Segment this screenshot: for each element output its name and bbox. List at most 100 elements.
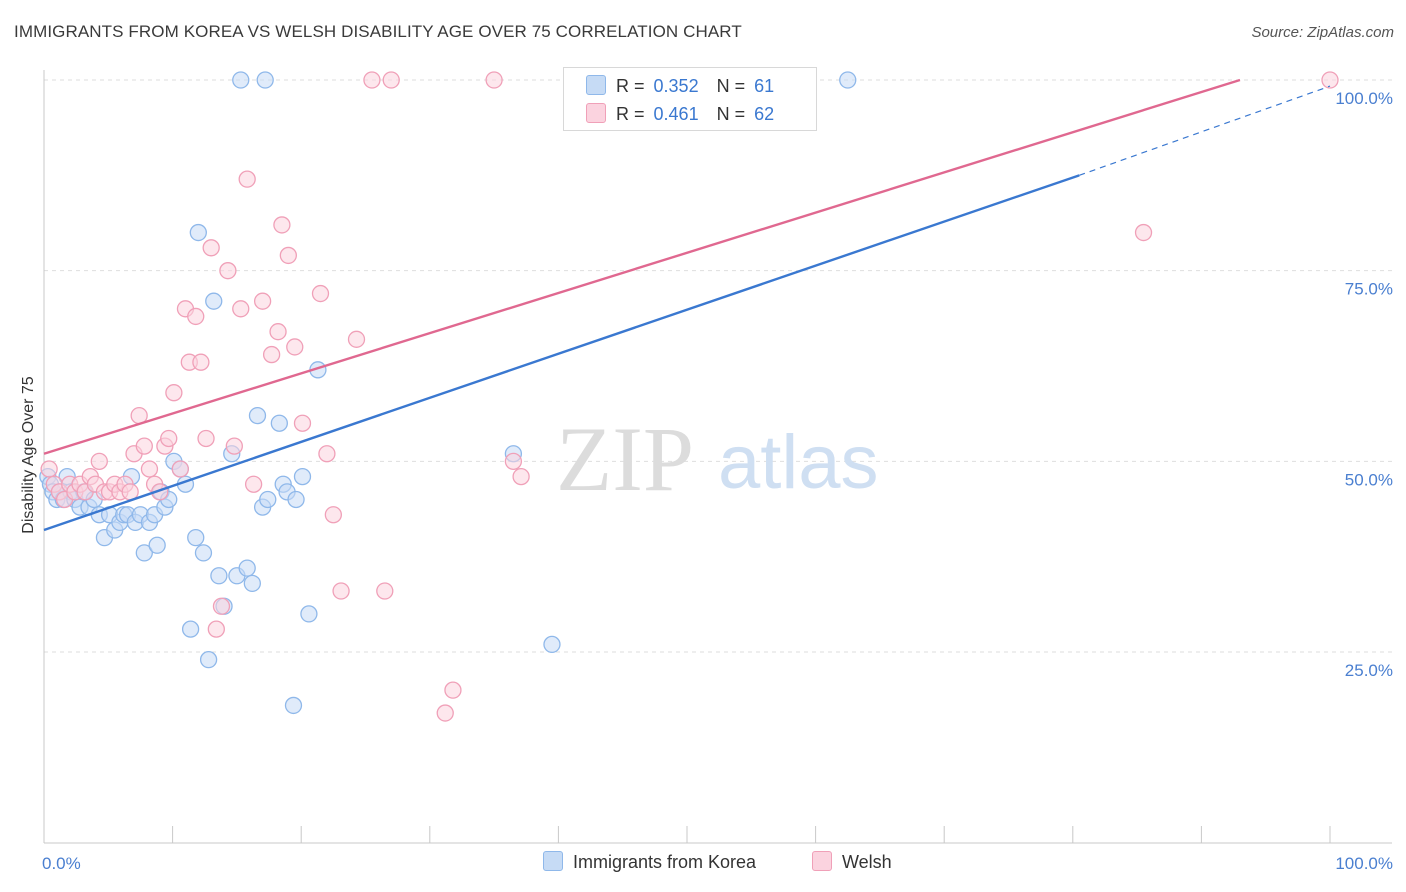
korea-point xyxy=(839,71,857,89)
legend-row-korea: R = 0.352 N = 61 xyxy=(586,75,774,99)
chart-title: IMMIGRANTS FROM KOREA VS WELSH DISABILIT… xyxy=(14,22,742,41)
korea-point xyxy=(243,574,261,593)
welsh-point xyxy=(232,300,250,318)
korea-point xyxy=(238,559,256,577)
welsh-point xyxy=(90,452,108,471)
welsh-trend-line xyxy=(43,78,1241,455)
trend-lines xyxy=(43,78,1331,532)
welsh-point xyxy=(376,582,394,600)
korea-point xyxy=(189,223,207,242)
welsh-point xyxy=(253,292,272,310)
legend-n-value-welsh: 62 xyxy=(754,104,775,124)
bottom-legend-korea: Immigrants from Korea xyxy=(543,851,756,873)
welsh-point xyxy=(382,71,400,89)
welsh-point xyxy=(311,284,330,303)
korea-trend-line xyxy=(43,174,1080,532)
legend-swatch-welsh xyxy=(586,103,606,123)
korea-point xyxy=(148,536,166,554)
welsh-point xyxy=(485,71,503,89)
data-points xyxy=(39,71,1339,722)
welsh-point xyxy=(262,345,281,364)
welsh-point xyxy=(197,429,215,448)
welsh-point xyxy=(225,437,243,455)
korea-point xyxy=(181,620,200,638)
welsh-point xyxy=(238,170,256,188)
korea-point xyxy=(259,490,277,509)
welsh-point xyxy=(187,307,205,326)
korea-point xyxy=(300,605,318,623)
legend-r-label: R = xyxy=(616,76,645,96)
welsh-point xyxy=(504,452,523,471)
axes xyxy=(43,70,1392,844)
welsh-point xyxy=(171,460,189,478)
korea-point xyxy=(284,696,303,715)
stats-legend: R = 0.352 N = 61 R = 0.461 N = 62 xyxy=(563,67,817,131)
korea-point xyxy=(210,567,228,585)
welsh-point xyxy=(286,338,304,356)
welsh-point xyxy=(436,704,454,722)
welsh-point xyxy=(165,384,183,402)
legend-n-label: N = xyxy=(716,76,746,96)
legend-r-label: R = xyxy=(616,104,645,124)
welsh-point xyxy=(202,239,220,257)
korea-point xyxy=(205,292,223,310)
y-tick-label: 50.0% xyxy=(1345,470,1393,489)
korea-point xyxy=(187,528,205,547)
korea-point xyxy=(232,71,250,89)
welsh-point xyxy=(207,620,225,638)
welsh-point xyxy=(269,323,287,341)
korea-point xyxy=(293,467,312,486)
korea-point xyxy=(287,490,305,509)
welsh-point xyxy=(219,262,237,280)
korea-point xyxy=(194,544,213,562)
bottom-legend-swatch-korea xyxy=(543,851,563,871)
korea-point xyxy=(543,635,561,654)
welsh-point xyxy=(444,681,462,699)
legend-row-welsh: R = 0.461 N = 62 xyxy=(586,103,774,127)
korea-point xyxy=(248,406,267,425)
welsh-point xyxy=(347,330,366,348)
legend-r-value-korea: 0.352 xyxy=(653,76,699,96)
y-tick-label: 75.0% xyxy=(1345,280,1393,299)
welsh-point xyxy=(293,414,312,432)
x-tick-label: 100.0% xyxy=(1335,854,1393,873)
legend-n-value-korea: 61 xyxy=(754,76,775,96)
welsh-point xyxy=(160,429,178,448)
welsh-point xyxy=(279,246,297,265)
y-tick-label: 100.0% xyxy=(1335,89,1393,108)
welsh-point xyxy=(192,353,210,371)
welsh-point xyxy=(332,582,350,600)
korea-point xyxy=(135,544,153,562)
y-tick-label: 25.0% xyxy=(1345,661,1393,680)
bottom-legend-welsh: Welsh xyxy=(812,851,892,873)
welsh-point xyxy=(363,71,381,89)
watermark-atlas: atlas xyxy=(718,420,879,505)
bottom-legend-swatch-welsh xyxy=(812,851,832,871)
legend-n-label: N = xyxy=(716,104,746,124)
korea-trend-line-extension xyxy=(1079,85,1331,176)
welsh-point xyxy=(512,467,530,486)
watermark-zip: ZIP xyxy=(556,408,694,510)
welsh-point xyxy=(273,216,291,234)
legend-swatch-korea xyxy=(586,75,606,95)
tick-labels: 25.0% 50.0% 75.0% 100.0% 0.0% 100.0% xyxy=(42,89,1393,873)
welsh-point xyxy=(40,460,58,478)
y-axis-title: Disability Age Over 75 xyxy=(20,376,37,534)
korea-point xyxy=(199,651,218,669)
x-tick-label: 0.0% xyxy=(42,854,81,873)
bottom-legend-label-welsh: Welsh xyxy=(842,852,892,872)
source-label: Source: ZipAtlas.com xyxy=(1251,24,1394,41)
welsh-point xyxy=(212,597,231,615)
legend-r-value-welsh: 0.461 xyxy=(653,104,699,124)
welsh-point xyxy=(324,506,343,524)
korea-point xyxy=(256,71,274,89)
welsh-point xyxy=(135,437,153,455)
welsh-point xyxy=(244,475,263,493)
welsh-point xyxy=(318,445,336,463)
welsh-point xyxy=(1321,71,1339,89)
bottom-legend-label-korea: Immigrants from Korea xyxy=(573,852,757,872)
welsh-point xyxy=(140,460,159,478)
watermark: ZIP atlas xyxy=(556,408,879,510)
korea-point xyxy=(270,414,288,432)
